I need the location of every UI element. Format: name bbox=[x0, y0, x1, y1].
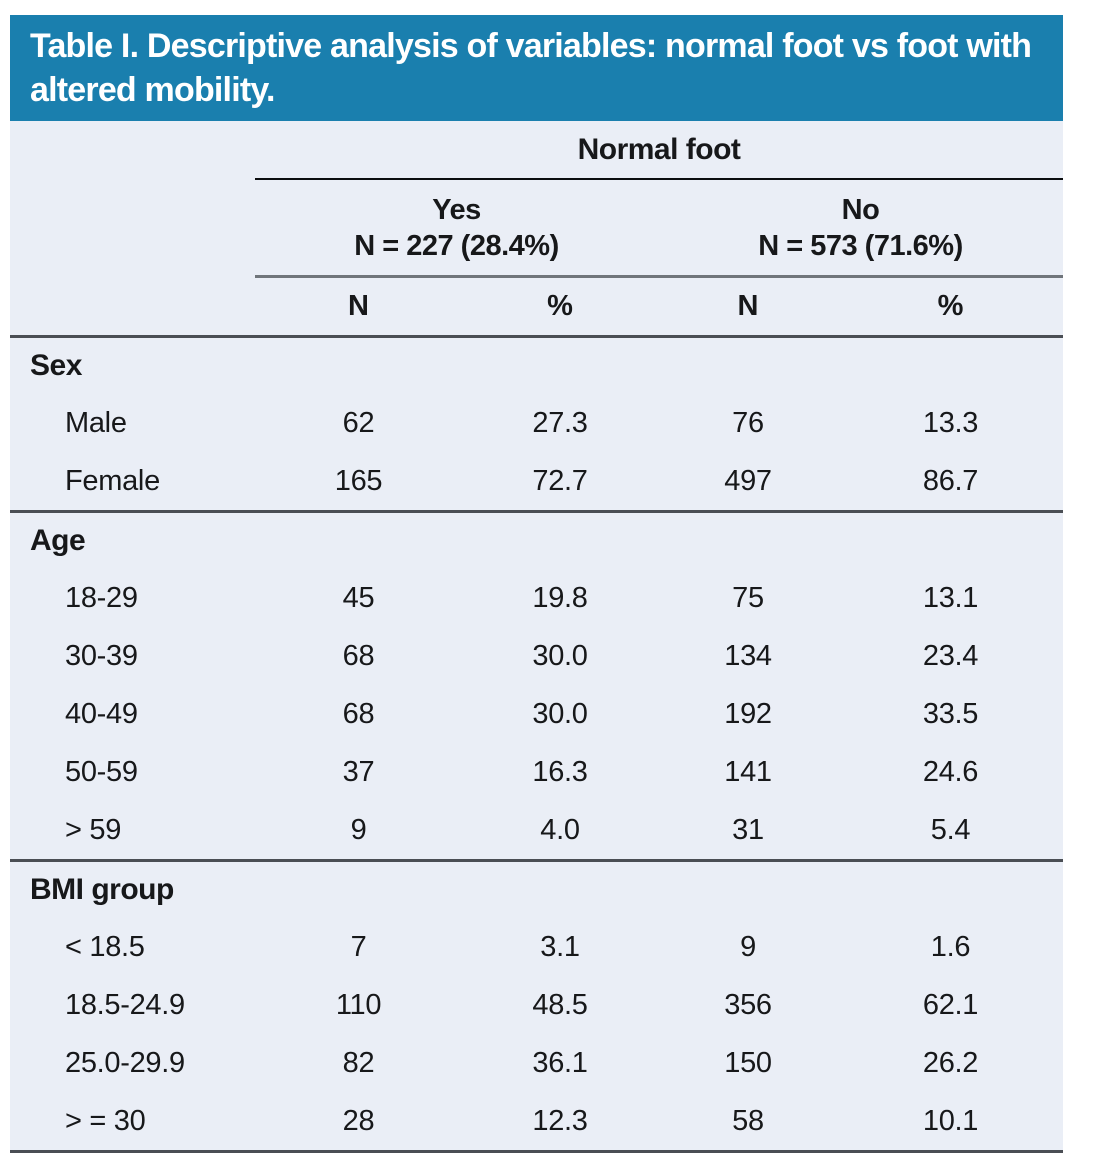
cell-value: 45 bbox=[342, 581, 375, 614]
cell-value: 58 bbox=[732, 1104, 764, 1137]
table-row: Male 62 27.3 76 13.3 bbox=[10, 394, 1063, 452]
row-label: 18-29 bbox=[65, 581, 138, 614]
table-row: > = 30 28 12.3 58 10.1 bbox=[10, 1092, 1063, 1150]
table-row: 50-59 37 16.3 141 24.6 bbox=[10, 743, 1063, 801]
cell-value: 497 bbox=[724, 464, 772, 497]
table-row: 30-39 68 30.0 134 23.4 bbox=[10, 627, 1063, 685]
row-label: 40-49 bbox=[65, 697, 138, 730]
cell-value: 76 bbox=[732, 406, 764, 439]
row-label: 25.0-29.9 bbox=[65, 1046, 185, 1079]
cell-value: 13.1 bbox=[922, 581, 979, 614]
group-header-row: Normal foot bbox=[10, 121, 1063, 180]
cell-value: 12.3 bbox=[532, 1104, 588, 1137]
cell-value: 192 bbox=[724, 697, 772, 730]
cell-value: 150 bbox=[724, 1046, 772, 1079]
table-body: Normal foot Yes N = 227 (28.4%) No N = 5… bbox=[10, 121, 1063, 1153]
table-title: Table I. Descriptive analysis of variabl… bbox=[10, 15, 1063, 121]
table-row: Female 165 72.7 497 86.7 bbox=[10, 452, 1063, 510]
table-row: 18.5-24.9 110 48.5 356 62.1 bbox=[10, 976, 1063, 1034]
spacer-cell bbox=[10, 278, 255, 335]
row-label: 30-39 bbox=[65, 639, 138, 672]
cell-value: 36.1 bbox=[532, 1046, 588, 1079]
table-row: 25.0-29.9 82 36.1 150 26.2 bbox=[10, 1034, 1063, 1092]
section-heading: BMI group bbox=[30, 873, 174, 906]
cell-value: 28 bbox=[342, 1104, 375, 1137]
column-header-row: N % N % bbox=[10, 278, 1063, 338]
cell-value: 16.3 bbox=[532, 755, 588, 788]
cell-value: 110 bbox=[335, 988, 382, 1021]
cell-value: 30.0 bbox=[532, 639, 588, 672]
table-row: < 18.5 7 3.1 9 1.6 bbox=[10, 918, 1063, 976]
cell-value: 24.6 bbox=[922, 755, 979, 788]
cell-value: 86.7 bbox=[922, 464, 979, 497]
table-row: 18-29 45 19.8 75 13.1 bbox=[10, 569, 1063, 627]
cell-value: 72.7 bbox=[532, 464, 588, 497]
cell-value: 356 bbox=[724, 988, 772, 1021]
section-heading: Age bbox=[30, 524, 86, 557]
row-label: > 59 bbox=[65, 813, 122, 846]
spacer-cell bbox=[10, 121, 255, 180]
cell-value: 3.1 bbox=[540, 930, 580, 963]
column-header-pct-no: % bbox=[937, 290, 964, 322]
row-label: > = 30 bbox=[65, 1104, 146, 1137]
cell-value: 82 bbox=[342, 1046, 375, 1079]
cell-value: 27.3 bbox=[532, 406, 588, 439]
row-label: < 18.5 bbox=[65, 930, 145, 963]
row-label: 18.5-24.9 bbox=[65, 988, 185, 1021]
table-row: 40-49 68 30.0 192 33.5 bbox=[10, 685, 1063, 743]
cell-value: 75 bbox=[732, 581, 764, 614]
cell-value: 68 bbox=[342, 639, 375, 672]
cell-value: 9 bbox=[740, 930, 756, 963]
row-label: Male bbox=[65, 406, 127, 439]
table-card: Table I. Descriptive analysis of variabl… bbox=[10, 15, 1063, 1153]
cell-value: 37 bbox=[342, 755, 375, 788]
cell-value: 26.2 bbox=[922, 1046, 979, 1079]
spacer-cell bbox=[10, 180, 255, 278]
cell-value: 10.1 bbox=[922, 1104, 979, 1137]
cell-value: 23.4 bbox=[922, 639, 979, 672]
cell-value: 7 bbox=[350, 930, 367, 963]
subgroup-no: No N = 573 (71.6%) bbox=[658, 180, 1063, 278]
section-age: Age 18-29 45 19.8 75 13.1 30-39 68 30.0 … bbox=[10, 513, 1063, 862]
cell-value: 68 bbox=[342, 697, 375, 730]
subgroup-no-count: N = 573 (71.6%) bbox=[758, 229, 963, 262]
section-bmi: BMI group < 18.5 7 3.1 9 1.6 18.5-24.9 1… bbox=[10, 862, 1063, 1153]
column-header-n-no: N bbox=[737, 290, 759, 322]
section-heading: Sex bbox=[30, 349, 82, 382]
section-sex: Sex Male 62 27.3 76 13.3 Female 165 72.7… bbox=[10, 338, 1063, 513]
cell-value: 165 bbox=[334, 464, 383, 497]
cell-value: 134 bbox=[724, 639, 772, 672]
cell-value: 141 bbox=[724, 755, 772, 788]
cell-value: 30.0 bbox=[532, 697, 588, 730]
subgroup-yes-label: Yes bbox=[432, 193, 481, 226]
cell-value: 19.8 bbox=[532, 581, 588, 614]
column-header-n-yes: N bbox=[348, 290, 369, 322]
row-label: 50-59 bbox=[65, 755, 138, 788]
subgroup-yes: Yes N = 227 (28.4%) bbox=[255, 180, 658, 278]
row-label: Female bbox=[65, 464, 160, 497]
group-header: Normal foot bbox=[255, 121, 1063, 180]
cell-value: 13.3 bbox=[922, 406, 979, 439]
table-row: > 59 9 4.0 31 5.4 bbox=[10, 801, 1063, 859]
subgroup-no-label: No bbox=[841, 193, 880, 226]
cell-value: 4.0 bbox=[540, 813, 580, 846]
cell-value: 48.5 bbox=[532, 988, 588, 1021]
subgroup-header-row: Yes N = 227 (28.4%) No N = 573 (71.6%) bbox=[10, 180, 1063, 278]
column-header-pct-yes: % bbox=[547, 290, 573, 322]
cell-value: 33.5 bbox=[922, 697, 979, 730]
subgroup-yes-count: N = 227 (28.4%) bbox=[354, 229, 559, 262]
cell-value: 5.4 bbox=[930, 813, 971, 846]
cell-value: 9 bbox=[350, 813, 367, 846]
cell-value: 31 bbox=[732, 813, 764, 846]
cell-value: 1.6 bbox=[930, 930, 971, 963]
cell-value: 62 bbox=[342, 406, 375, 439]
cell-value: 62.1 bbox=[922, 988, 979, 1021]
